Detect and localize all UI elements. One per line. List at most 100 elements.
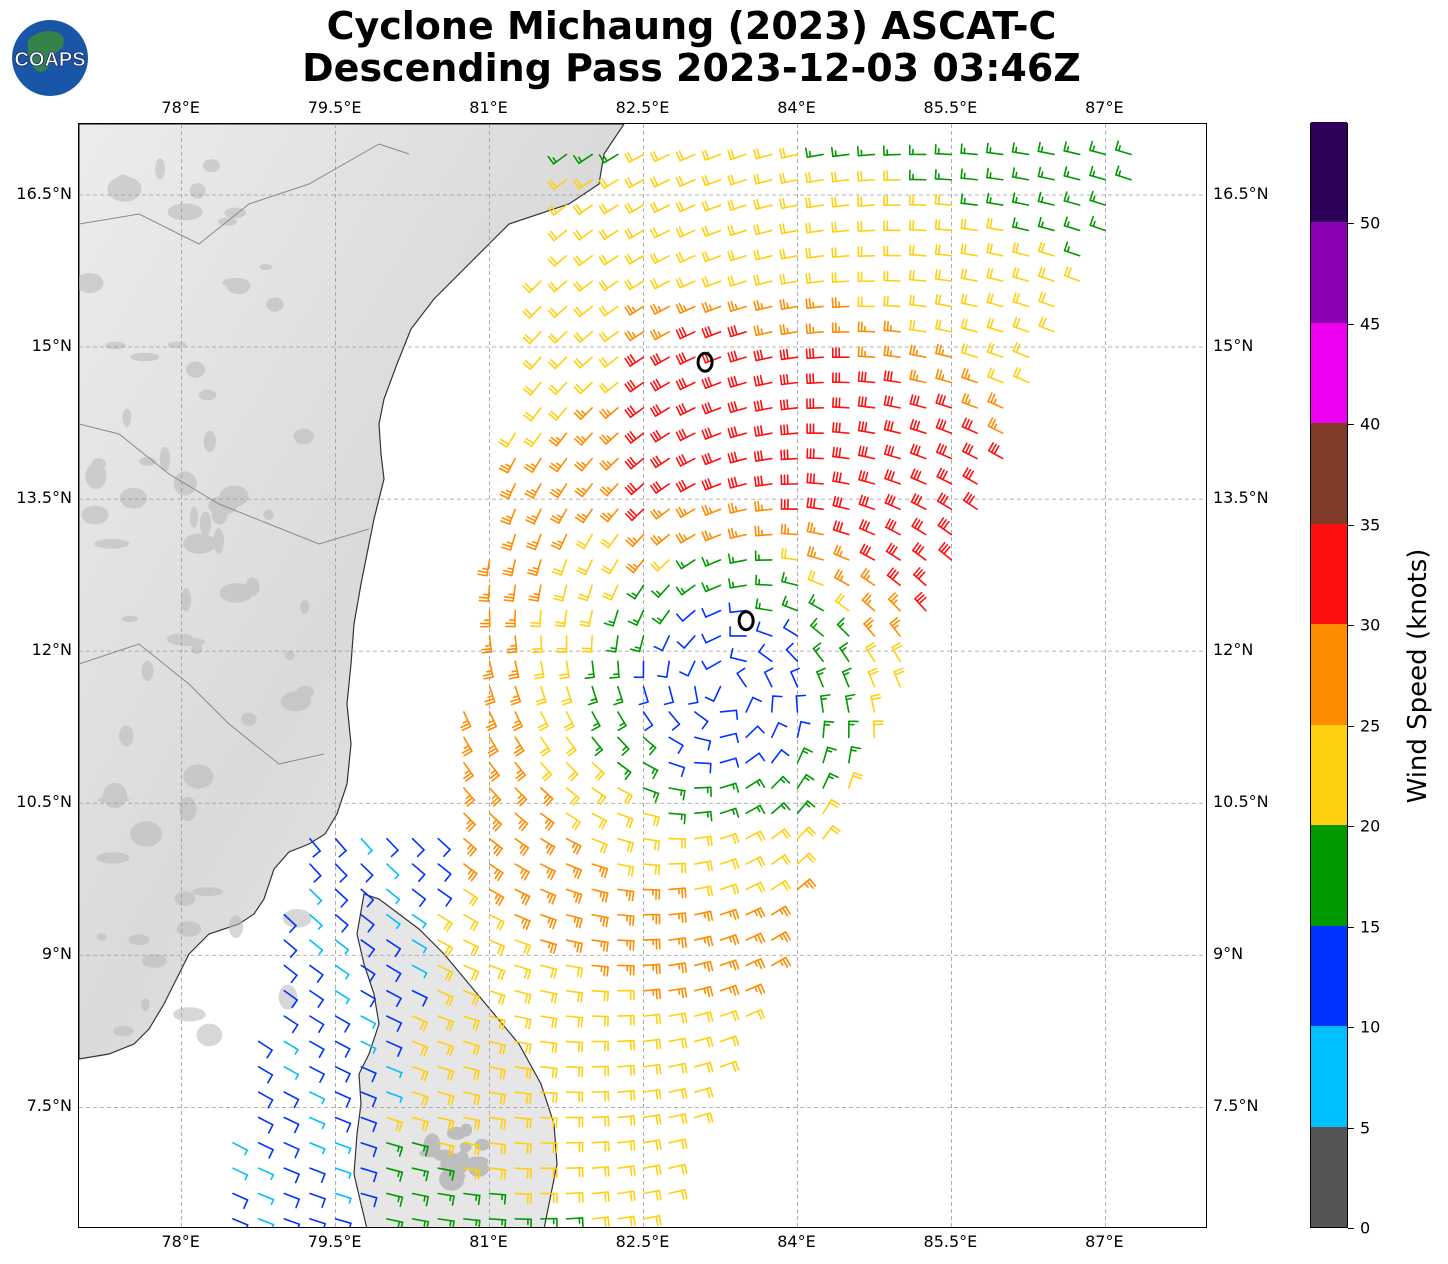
wind-barb [558,660,570,680]
wind-barb [1012,317,1030,333]
terrain-blob [176,921,202,937]
wind-barb [642,837,661,851]
wind-barb [701,175,722,187]
wind-barb [528,584,542,602]
wind-barb [360,1091,377,1108]
wind-barb [523,432,542,448]
wind-barb [1012,342,1030,358]
wind-barb [283,989,299,1009]
wind-barb [650,151,670,163]
wind-barb [527,559,542,577]
wind-barb [694,986,714,998]
wind-barb [386,1065,403,1079]
terrain-blob [112,1025,134,1037]
wind-barb [988,442,1004,460]
wind-barb [642,863,661,876]
wind-barb [257,1091,274,1109]
wind-barb [1089,190,1107,206]
wind-barb [540,863,556,881]
wind-barb [701,225,722,237]
wind-barb [796,826,816,840]
wind-barb [753,274,773,286]
terrain-blob [121,615,139,623]
lon-tick-label-bottom: 84°E [777,1232,816,1251]
terrain-blob [183,764,214,789]
wind-barb [770,879,791,891]
wind-barb [885,518,901,536]
wind-barb [675,226,696,238]
wind-barb [822,720,835,739]
wind-barb [488,964,506,981]
wind-barb [770,956,791,968]
wind-barb [753,450,773,462]
wind-barb [650,429,670,443]
wind-barb [675,454,696,467]
wind-barb [598,229,619,240]
terrain-blob [296,685,314,699]
wind-barb [822,772,839,789]
wind-barb [935,418,953,434]
wind-barb [1012,242,1030,257]
wind-barb [859,543,876,561]
wind-barb [624,431,645,444]
wind-barb [650,329,670,341]
wind-barb [937,517,953,536]
wind-barb [701,452,722,466]
colorbar-segment [1311,624,1347,725]
wind-barb [668,1037,688,1049]
wind-barb [540,989,558,1004]
wind-barb [694,935,714,947]
wind-barb [463,761,474,782]
wind-barb [694,835,713,847]
wind-barb [785,642,799,663]
wind-barb [805,247,824,259]
wind-barb [503,584,517,602]
wind-barb [806,448,824,460]
wind-barb [831,397,850,409]
colorbar-segment [1311,423,1347,524]
wind-barb [386,888,401,905]
map-panel[interactable] [78,123,1207,1228]
logo-text: COAPS [14,49,85,71]
wind-barb [729,647,747,663]
wind-barb [624,151,645,163]
wind-barb [934,194,953,206]
wind-barb [694,860,713,872]
wind-barb [565,1040,584,1053]
wind-barb [701,251,722,263]
terrain-blob [300,600,310,614]
wind-barb [745,725,765,739]
terrain-blob [130,821,163,847]
wind-barb [540,1091,558,1104]
wind-barb [617,863,635,877]
wind-barb [651,609,670,625]
colorbar-tick [1348,424,1354,426]
map-canvas[interactable] [79,124,1207,1228]
wind-barb [573,407,593,420]
wind-barb [625,533,645,548]
wind-barb [831,247,850,258]
terrain-blob [141,998,150,1012]
wind-barb [523,457,542,473]
wind-barb [463,1040,481,1056]
wind-barb [675,506,696,518]
wind-barb [701,607,722,618]
terrain-blob [85,463,107,490]
wind-barb [763,667,774,688]
wind-barb [934,269,953,282]
wind-barb [675,302,696,314]
wind-barb [986,142,1004,156]
wind-barb [360,913,375,933]
wind-barb [909,394,927,409]
wind-barb [736,667,747,688]
wind-barb [642,1164,662,1176]
wind-barb [727,476,747,489]
wind-barb [334,1218,352,1227]
wind-barb [1063,141,1081,156]
wind-barb [701,276,722,288]
wind-barb [857,296,876,308]
wind-barb [584,660,595,680]
wind-barb [887,592,901,612]
wind-barb [796,720,811,739]
lat-tick-label-right: 12°N [1213,640,1254,660]
